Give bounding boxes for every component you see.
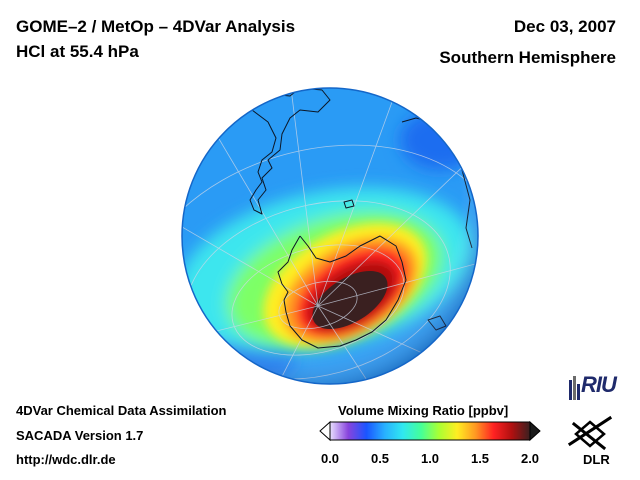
globe-shading bbox=[182, 88, 478, 384]
footer-link[interactable]: http://wdc.dlr.de bbox=[16, 452, 116, 467]
colorbar-arrow-right bbox=[529, 420, 541, 442]
dlr-logo-text: DLR bbox=[583, 452, 610, 467]
globe-rim bbox=[181, 87, 479, 385]
footer-line1: 4DVar Chemical Data Assimilation bbox=[16, 403, 227, 418]
date-label: Dec 03, 2007 bbox=[513, 17, 616, 36]
colorbar-gradient bbox=[329, 421, 531, 441]
colorbar-tick-label: 0.5 bbox=[370, 451, 390, 466]
title-line2: HCl at 55.4 hPa bbox=[16, 42, 139, 61]
hemisphere-label: Southern Hemisphere bbox=[439, 48, 616, 67]
dlr-logo-icon bbox=[567, 415, 613, 451]
riu-logo: RIU bbox=[581, 372, 617, 397]
colorbar bbox=[319, 420, 541, 442]
colorbar-tick-label: 1.0 bbox=[420, 451, 440, 466]
colorbar-arrow-left bbox=[319, 420, 331, 442]
riu-logo-mark bbox=[569, 376, 580, 400]
colorbar-tick-label: 0.0 bbox=[320, 451, 340, 466]
footer-line2: SACADA Version 1.7 bbox=[16, 428, 144, 443]
colorbar-title: Volume Mixing Ratio [ppbv] bbox=[338, 403, 509, 418]
title-line1: GOME–2 / MetOp – 4DVar Analysis bbox=[16, 17, 296, 36]
colorbar-tick-label: 2.0 bbox=[520, 451, 540, 466]
colorbar-tick-label: 1.5 bbox=[470, 451, 490, 466]
